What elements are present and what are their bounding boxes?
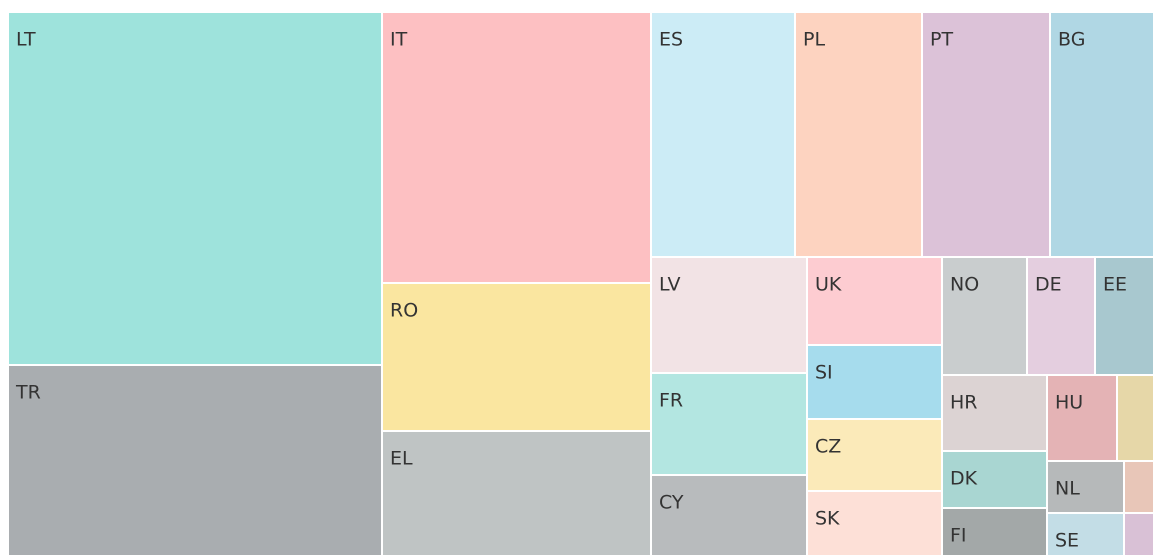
- cell-label: DK: [950, 468, 978, 490]
- treemap-cell: [1026, 256, 1096, 376]
- cell-label: HR: [950, 392, 978, 414]
- cell-label: FR: [659, 390, 683, 412]
- cell-label: SI: [815, 362, 833, 384]
- treemap-cell: [650, 256, 808, 374]
- cell-label: DE: [1035, 274, 1062, 296]
- cell-label: LT: [16, 29, 36, 51]
- treemap-cell: [1123, 512, 1154, 556]
- treemap-cell: [1094, 256, 1154, 376]
- treemap-cell: [1116, 374, 1154, 462]
- treemap-cell: [650, 11, 796, 258]
- cell-label: FI: [950, 525, 967, 547]
- cell-label: CY: [659, 492, 684, 514]
- cell-label: HU: [1055, 392, 1083, 414]
- treemap-cell: [1046, 374, 1118, 462]
- treemap-cell: [806, 418, 943, 492]
- treemap-cell: [1123, 460, 1154, 514]
- cell-label: ES: [659, 29, 683, 51]
- cell-label: NO: [950, 274, 979, 296]
- treemap-cell: [794, 11, 923, 258]
- treemap-cell: [381, 282, 652, 432]
- treemap-cell: [1046, 512, 1125, 556]
- treemap-cell: [7, 11, 383, 366]
- cell-label: RO: [390, 300, 418, 322]
- treemap-cell: [941, 507, 1048, 556]
- treemap-cell: [806, 256, 943, 346]
- cell-label: LV: [659, 274, 681, 296]
- cell-label: PT: [930, 29, 953, 51]
- treemap-cell: [941, 256, 1028, 376]
- treemap-cell: [1049, 11, 1154, 258]
- treemap-cell: [921, 11, 1051, 258]
- treemap-cell: [941, 374, 1048, 452]
- cell-label: CZ: [815, 436, 841, 458]
- cell-label: UK: [815, 274, 842, 296]
- treemap-cell: [650, 372, 808, 476]
- cell-label: SE: [1055, 530, 1079, 552]
- cell-label: BG: [1058, 29, 1085, 51]
- treemap-cell: [381, 430, 652, 556]
- cell-label: PL: [803, 29, 825, 51]
- treemap-cell: [941, 450, 1048, 509]
- treemap-cell: [381, 11, 652, 284]
- treemap-cell: [7, 364, 383, 556]
- cell-label: IT: [390, 29, 408, 51]
- treemap-cell: [1046, 460, 1125, 514]
- cell-label: SK: [815, 508, 840, 530]
- treemap-cell: [650, 474, 808, 556]
- cell-label: EE: [1103, 274, 1127, 296]
- cell-label: TR: [15, 382, 41, 404]
- cell-label: EL: [390, 448, 413, 470]
- cell-label: NL: [1055, 478, 1080, 500]
